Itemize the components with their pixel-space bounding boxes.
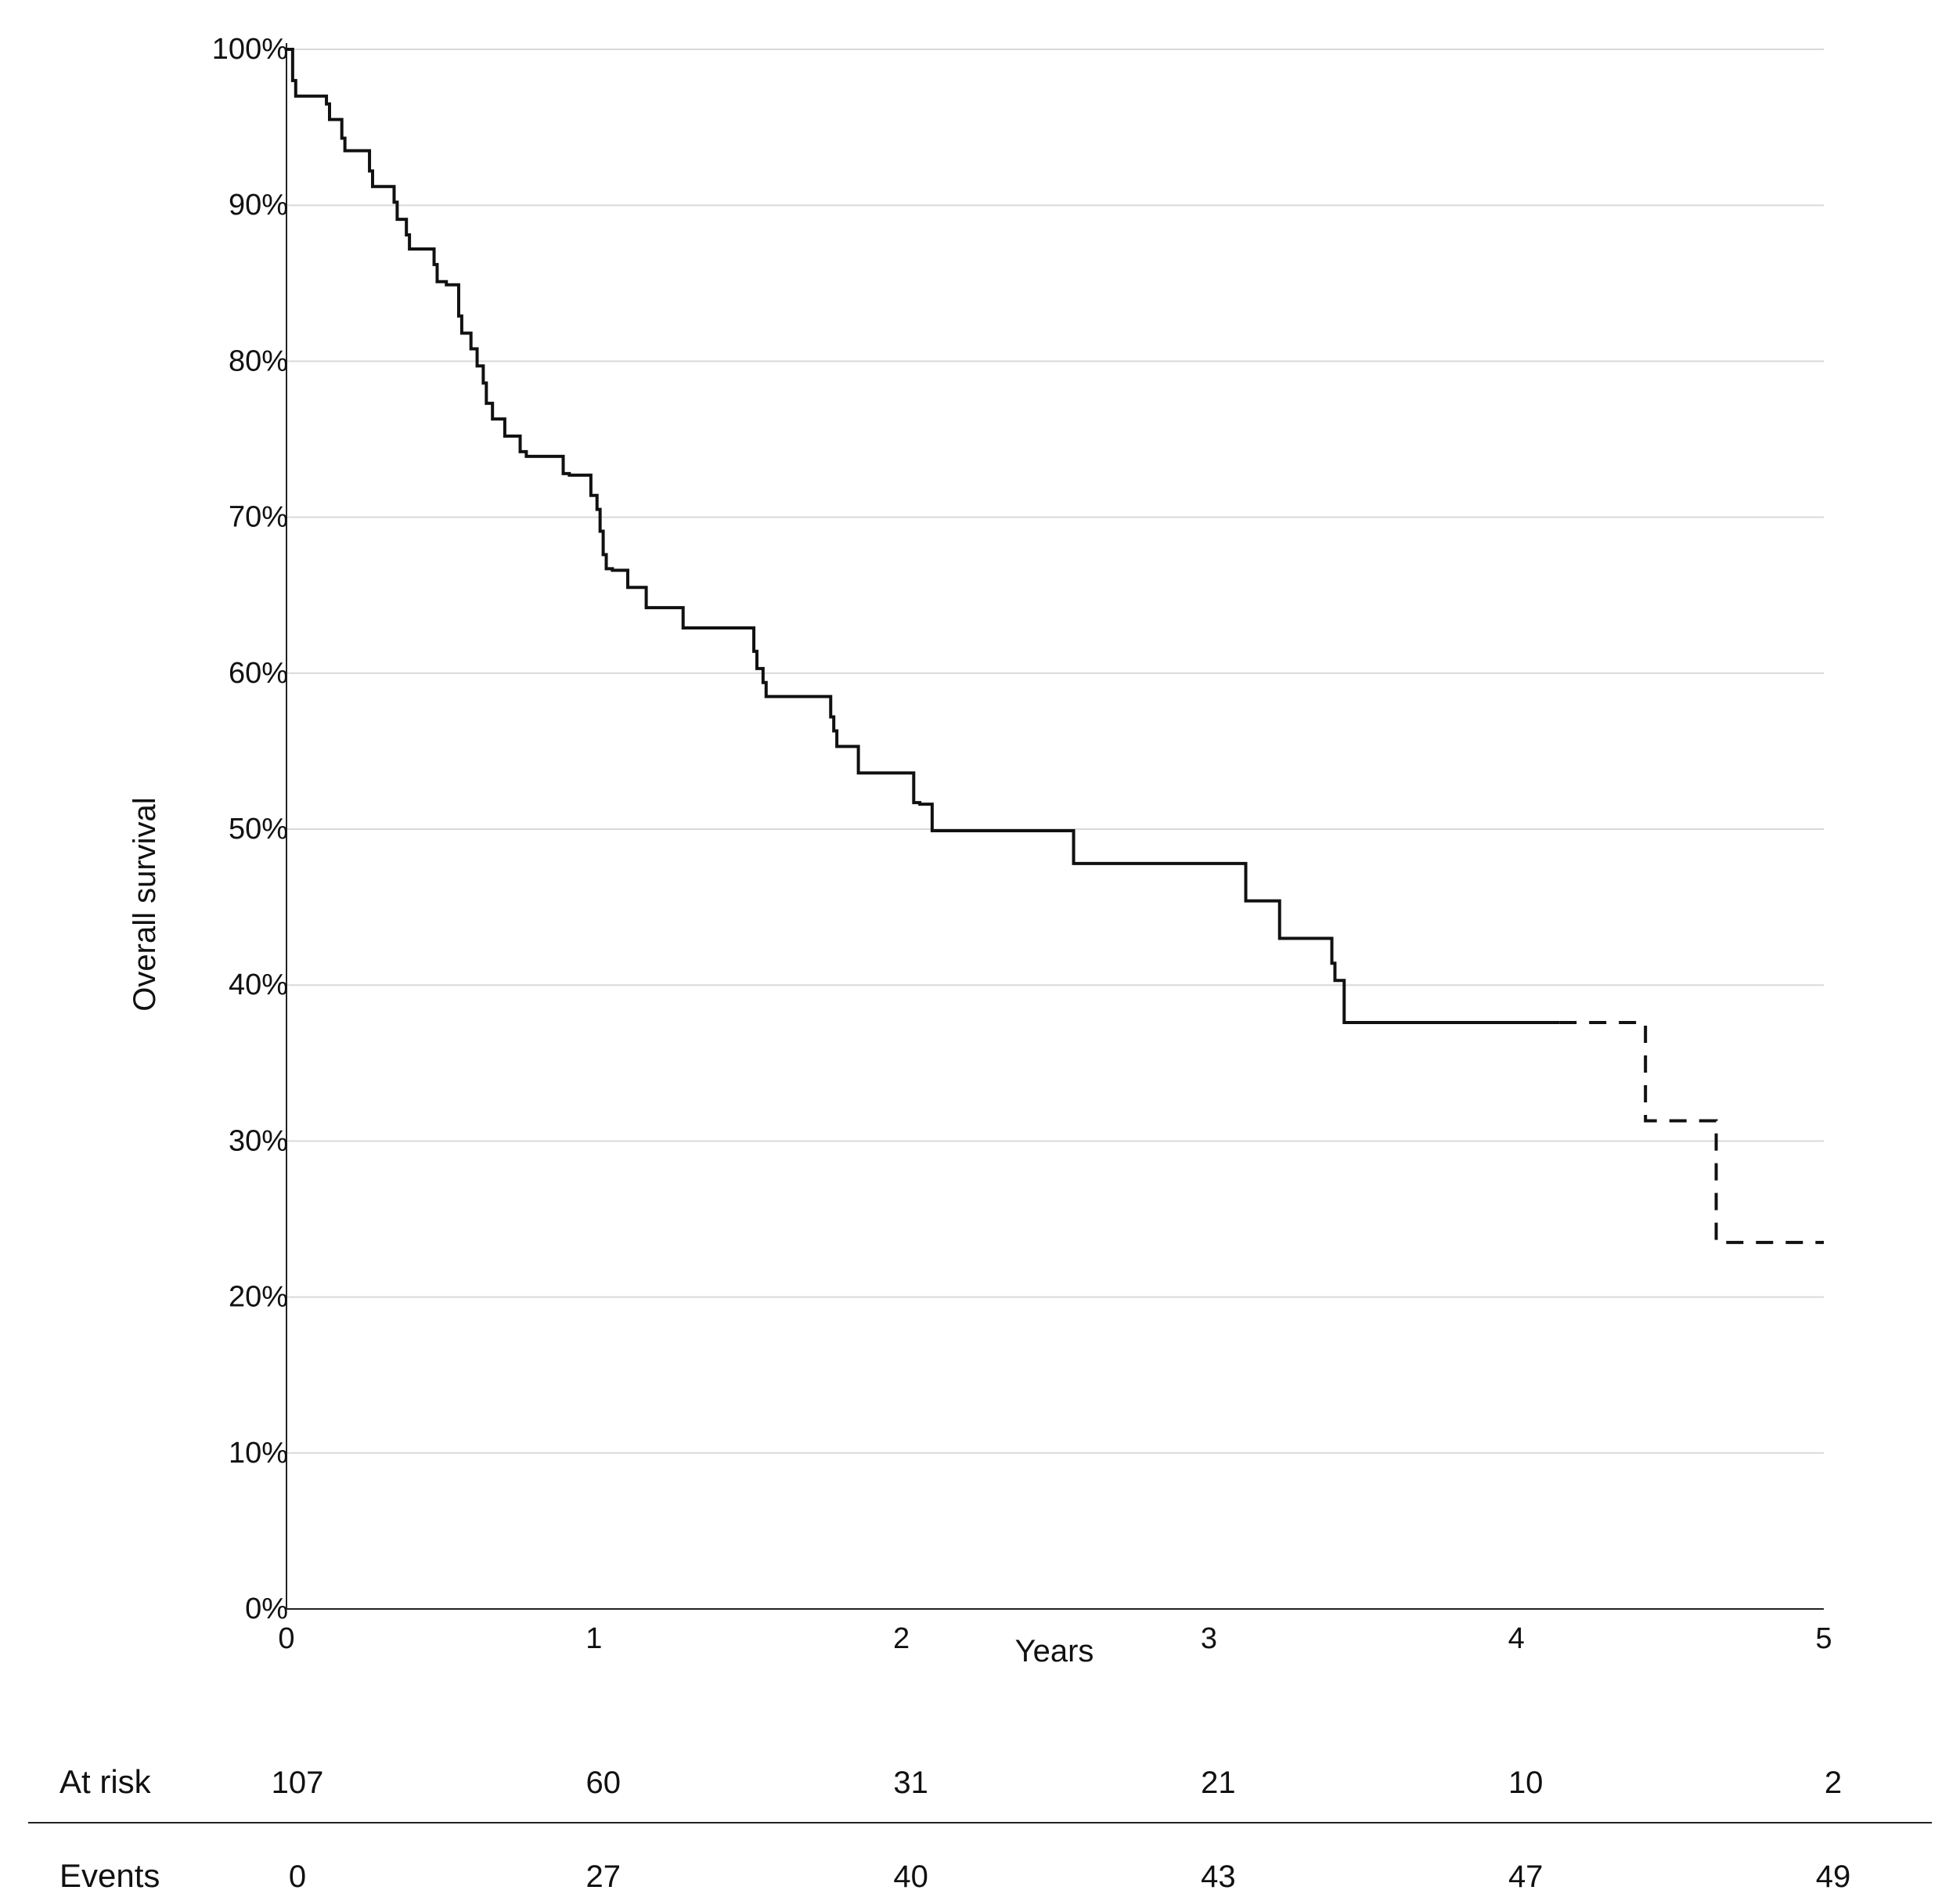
risk-table-values: 107 60 31 21 10 2 0 27 40 43 47 49 — [272, 1766, 1851, 1894]
at-risk-value: 107 — [272, 1766, 324, 1800]
y-tick-label: 50% — [229, 813, 288, 846]
x-tick-label: 2 — [893, 1622, 910, 1655]
x-axis-title: Years — [1015, 1634, 1094, 1668]
at-risk-value: 10 — [1508, 1766, 1544, 1800]
y-tick-label: 100% — [212, 33, 288, 66]
gridlines — [286, 49, 1824, 1454]
at-risk-value: 21 — [1201, 1766, 1236, 1800]
x-tick-label: 0 — [278, 1622, 294, 1655]
at-risk-value: 31 — [893, 1766, 928, 1800]
x-axis-ticks: 0 1 2 3 4 5 — [278, 1622, 1832, 1655]
y-tick-label: 40% — [229, 969, 288, 1001]
y-tick-label: 20% — [229, 1281, 288, 1314]
at-risk-value: 2 — [1825, 1766, 1842, 1800]
events-value: 0 — [289, 1860, 306, 1894]
x-tick-label: 3 — [1201, 1622, 1217, 1655]
y-tick-label: 30% — [229, 1124, 288, 1157]
events-value: 40 — [893, 1860, 928, 1894]
survival-curve-solid — [286, 48, 1560, 1025]
y-axis-ticks: 0% 10% 20% 30% 40% 50% 60% 70% 80% 90% 100% — [212, 33, 288, 1625]
risk-row-label-events: Events — [59, 1857, 160, 1894]
events-value: 43 — [1201, 1860, 1236, 1894]
x-tick-label: 4 — [1508, 1622, 1525, 1655]
axes — [286, 43, 1824, 1610]
y-tick-label: 60% — [229, 657, 288, 690]
y-tick-label: 80% — [229, 344, 288, 377]
x-tick-label: 5 — [1815, 1622, 1832, 1655]
at-risk-value: 60 — [586, 1766, 622, 1800]
y-tick-label: 70% — [229, 501, 288, 534]
events-value: 49 — [1816, 1860, 1851, 1894]
events-value: 27 — [586, 1860, 622, 1894]
events-value: 47 — [1508, 1860, 1544, 1894]
y-tick-label: 90% — [229, 189, 288, 222]
survival-curve-dashed — [1559, 1021, 1824, 1244]
risk-table: At risk Events 107 60 31 21 10 2 0 27 40 43 47 49 — [28, 1763, 1932, 1894]
risk-row-label-at-risk: At risk — [59, 1763, 152, 1800]
y-tick-label: 0% — [245, 1593, 288, 1625]
y-axis-title: Overall survival — [128, 797, 162, 1011]
survival-curves — [286, 48, 1824, 1244]
y-tick-label: 10% — [229, 1437, 288, 1470]
x-tick-label: 1 — [585, 1622, 602, 1655]
